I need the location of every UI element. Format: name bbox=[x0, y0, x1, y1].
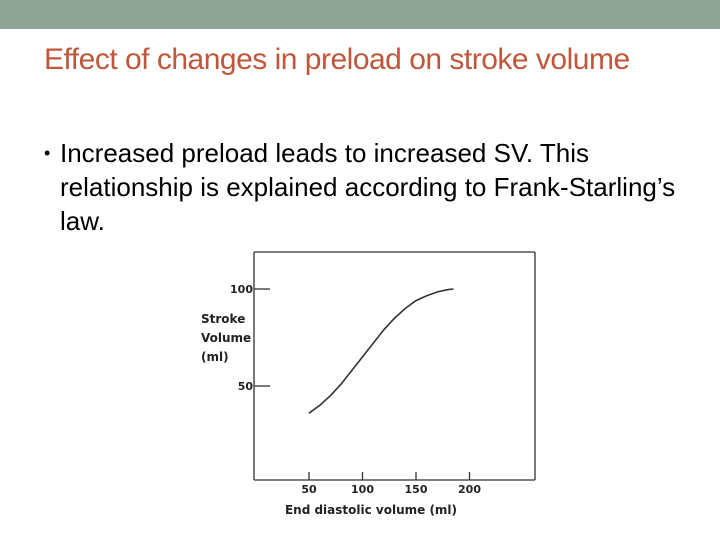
y-axis-label-line: (ml) bbox=[201, 350, 229, 364]
y-tick-label: 50 bbox=[238, 380, 254, 393]
x-tick-label: 150 bbox=[405, 483, 428, 496]
frank-starling-curve bbox=[308, 288, 454, 414]
frank-starling-chart: Stroke Volume (ml) 50 100 50 100 150 200 End… bbox=[201, 251, 536, 517]
y-tick-label: 100 bbox=[230, 283, 253, 296]
bullet-item: • Increased preload leads to increased S… bbox=[44, 136, 694, 238]
bullet-dot-icon: • bbox=[44, 143, 51, 163]
x-tick-label: 100 bbox=[351, 483, 374, 496]
top-accent-bar bbox=[0, 0, 720, 29]
bullet-text: Increased preload leads to increased SV.… bbox=[60, 138, 676, 236]
x-tick-label: 50 bbox=[301, 483, 317, 496]
y-axis-label-line: Volume bbox=[201, 331, 251, 345]
x-axis-label: End diastolic volume (ml) bbox=[285, 503, 457, 517]
x-tick-label: 200 bbox=[458, 483, 481, 496]
x-ticks: 50 100 150 200 bbox=[301, 472, 481, 496]
y-axis-label-line: Stroke bbox=[201, 312, 245, 326]
slide-title: Effect of changes in preload on stroke v… bbox=[44, 43, 630, 76]
y-axis-label: Stroke Volume (ml) bbox=[201, 312, 251, 364]
y-ticks: 50 100 bbox=[230, 283, 270, 393]
frank-starling-figure: Stroke Volume (ml) 50 100 50 100 150 200 End… bbox=[195, 248, 545, 528]
